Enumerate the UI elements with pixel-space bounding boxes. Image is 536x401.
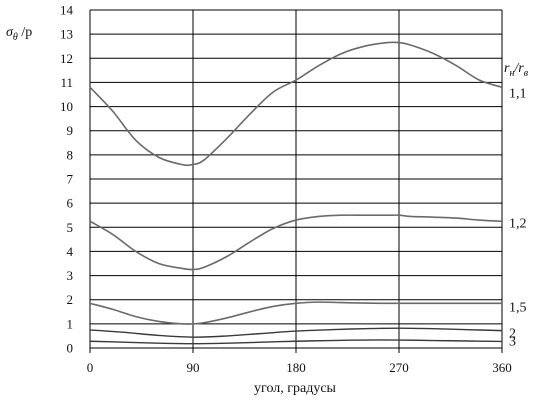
y-tick-label: 5 (67, 220, 74, 235)
y-tick-label: 2 (67, 292, 74, 307)
y-tick-label: 12 (60, 51, 73, 66)
y-tick-label: 14 (60, 3, 74, 18)
series-line-1 (89, 41, 503, 167)
x-tick-label: 180 (286, 360, 306, 375)
y-tick-label: 0 (67, 341, 74, 356)
series-labels: 1,1 1,2 1,5 23 (509, 86, 527, 349)
x-tick-label: 0 (87, 360, 94, 375)
series-label: 1,2 (509, 216, 527, 231)
y-tick-label: 6 (67, 196, 74, 211)
series-label: 1,1 (509, 86, 527, 101)
x-tick-label: 90 (187, 360, 200, 375)
y-tick-label: 7 (67, 172, 74, 187)
y-tick-label: 4 (67, 244, 74, 259)
y-axis-label: σθ /p (6, 25, 32, 43)
x-tick-label: 360 (492, 360, 512, 375)
series-line-2 (89, 214, 503, 271)
y-tick-label: 1 (67, 316, 74, 331)
series-line-3 (89, 301, 502, 325)
series-lines (89, 41, 503, 345)
y-tick-label: 13 (60, 27, 73, 42)
y-tick-label: 8 (67, 147, 74, 162)
y-tick-label: 3 (67, 268, 74, 283)
series-line-4 (89, 327, 503, 338)
series-label: 2 (509, 327, 516, 342)
x-tick-label: 270 (389, 360, 409, 375)
y-tick-label: 10 (60, 99, 73, 114)
series-line-5 (89, 339, 503, 345)
x-axis-label: угол, градусы (254, 381, 336, 396)
series-label: 3 (509, 334, 516, 349)
x-tick-labels: 0 90 180 270 360 (87, 360, 512, 375)
series-label: 1,5 (509, 300, 527, 315)
grid (89, 9, 503, 353)
legend-title: rн/rв (504, 61, 529, 79)
y-tick-label: 9 (67, 123, 74, 138)
y-tick-label: 11 (60, 75, 73, 90)
